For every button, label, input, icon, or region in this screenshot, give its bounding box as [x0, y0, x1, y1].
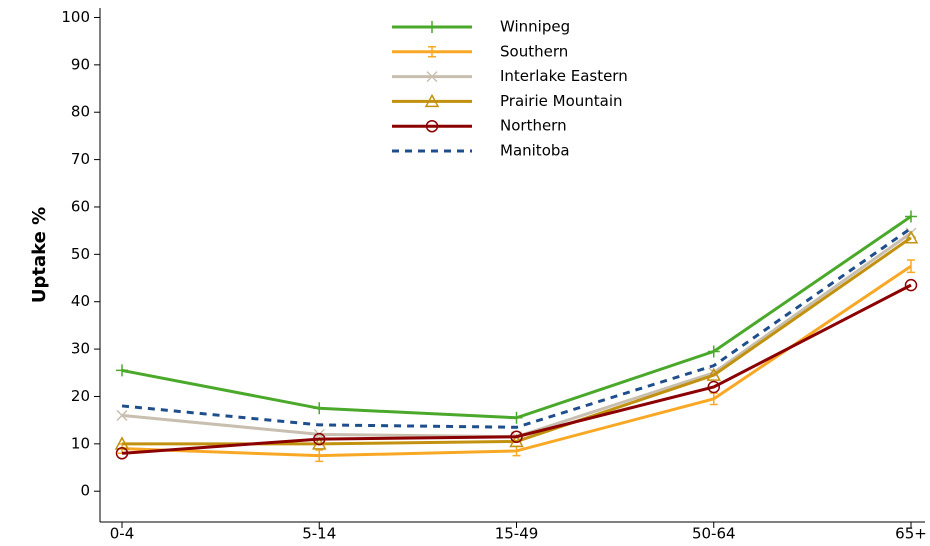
marker [115, 447, 129, 460]
y-tick-label: 10 [71, 434, 90, 452]
marker [903, 230, 919, 244]
marker [707, 380, 720, 394]
legend-label: Northern [500, 117, 567, 135]
error-bar [907, 259, 915, 274]
legend-label: Interlake Eastern [500, 67, 628, 85]
legend-marker [426, 71, 438, 83]
legend-label: Winnipeg [500, 18, 570, 36]
x-tick-label: 15-49 [495, 525, 539, 543]
y-tick-label: 40 [71, 292, 90, 310]
y-tick-label: 80 [71, 103, 90, 121]
legend-marker [426, 21, 438, 33]
y-tick-label: 30 [71, 340, 90, 358]
x-tick-label: 5-14 [302, 525, 336, 543]
legend-label: Southern [500, 42, 568, 60]
marker [313, 402, 326, 415]
marker [707, 345, 720, 358]
marker [510, 411, 523, 424]
marker [510, 430, 523, 443]
x-tick-label: 65+ [895, 525, 927, 543]
error-bar [315, 449, 324, 463]
series-line [121, 227, 912, 429]
y-tick-label: 70 [71, 150, 90, 168]
legend-marker [428, 46, 436, 58]
marker [313, 432, 326, 446]
y-tick-label: 90 [71, 55, 90, 73]
series-line [121, 231, 912, 439]
marker [905, 210, 917, 223]
legend-marker [425, 119, 439, 133]
marker [114, 436, 130, 450]
x-tick-label: 50-64 [692, 525, 736, 543]
marker [116, 364, 128, 377]
marker [116, 409, 128, 421]
marker [904, 278, 918, 292]
y-tick-label: 50 [71, 245, 90, 263]
legend-marker [424, 93, 440, 108]
series-line [121, 283, 912, 455]
x-tick-label: 0-4 [110, 525, 135, 543]
y-tick-label: 60 [71, 197, 90, 215]
y-tick-label: 20 [71, 387, 90, 405]
y-tick-label: 100 [61, 8, 90, 26]
legend-label: Prairie Mountain [500, 92, 623, 110]
y-tick-label: 0 [80, 482, 90, 500]
marker [706, 367, 722, 381]
legend-label: Manitoba [500, 142, 570, 160]
y-axis-label: Uptake % [29, 207, 50, 303]
